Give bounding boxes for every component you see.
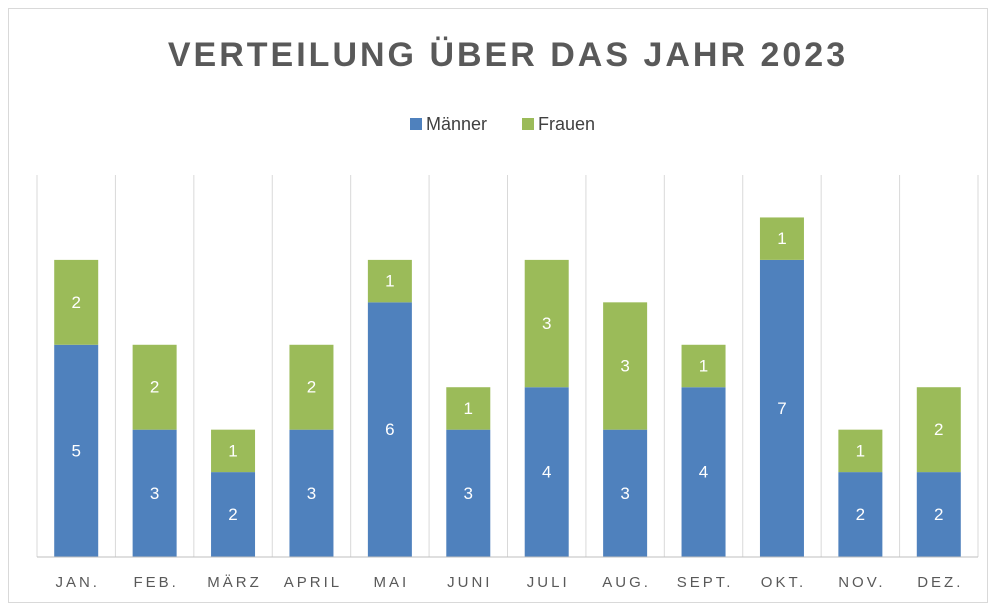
- bar-segment: [289, 429, 334, 557]
- data-label: 2: [150, 378, 159, 397]
- bar-segment: [446, 387, 491, 430]
- chart-title: VERTEILUNG ÜBER DAS JAHR 2023: [168, 36, 848, 74]
- x-tick-label: JULI: [527, 574, 570, 591]
- data-label: 3: [307, 484, 316, 503]
- data-label: 7: [777, 399, 786, 418]
- data-label: 1: [699, 356, 708, 375]
- bar-segment: [681, 344, 726, 388]
- data-label: 1: [228, 441, 237, 460]
- bar-segment: [603, 429, 648, 557]
- bar-segment: [524, 387, 569, 557]
- data-label: 2: [934, 505, 943, 524]
- data-label: 2: [228, 505, 237, 524]
- data-label: 3: [620, 484, 629, 503]
- bar-segment: [916, 472, 961, 557]
- data-label: 2: [307, 378, 316, 397]
- x-tick-label: APRIL: [284, 574, 342, 591]
- data-label: 1: [856, 441, 865, 460]
- data-label: 4: [699, 463, 708, 482]
- data-label: 1: [385, 272, 394, 291]
- data-label: 1: [777, 229, 786, 248]
- data-label: 1: [464, 399, 473, 418]
- bar-segment: [54, 344, 99, 557]
- bar-segment: [681, 387, 726, 557]
- bar-segment: [759, 259, 804, 557]
- data-label: 3: [542, 314, 551, 333]
- data-label: 6: [385, 420, 394, 439]
- data-label: 2: [856, 505, 865, 524]
- bar-segment: [132, 429, 177, 557]
- data-label: 3: [620, 356, 629, 375]
- x-tick-label: MAI: [374, 574, 410, 591]
- x-tick-label: MÄRZ: [207, 574, 262, 591]
- data-label: 2: [934, 420, 943, 439]
- bar-segment: [524, 259, 569, 388]
- x-tick-label: SEPT.: [677, 574, 734, 591]
- bar-segment: [211, 429, 256, 473]
- x-tick-label: AUG.: [602, 574, 651, 591]
- data-label: 5: [71, 441, 80, 460]
- bar-segment: [838, 429, 883, 473]
- bar-segment: [603, 302, 648, 430]
- legend-swatch: [522, 118, 534, 130]
- bar-segment: [54, 259, 99, 345]
- x-tick-label: NOV.: [838, 574, 885, 591]
- bar-segment: [367, 259, 412, 303]
- data-label: 2: [71, 293, 80, 312]
- data-label: 3: [464, 484, 473, 503]
- bar-segment: [211, 472, 256, 557]
- bar-segment: [759, 217, 804, 260]
- bar-segment: [367, 302, 412, 557]
- data-label: 4: [542, 463, 551, 482]
- bar-segment: [446, 429, 491, 557]
- legend-swatch: [410, 118, 422, 130]
- bar-segment: [289, 344, 334, 430]
- x-tick-label: OKT.: [761, 574, 806, 591]
- bar-segment: [838, 472, 883, 557]
- bar-segment: [132, 344, 177, 430]
- data-label: 3: [150, 484, 159, 503]
- x-tick-label: JAN.: [55, 574, 100, 591]
- legend-label: Frauen: [538, 114, 595, 134]
- bar-segment: [916, 387, 961, 473]
- legend-label: Männer: [426, 114, 487, 134]
- x-tick-label: JUNI: [447, 574, 492, 591]
- x-tick-label: DEZ.: [917, 574, 963, 591]
- x-tick-label: FEB.: [133, 574, 178, 591]
